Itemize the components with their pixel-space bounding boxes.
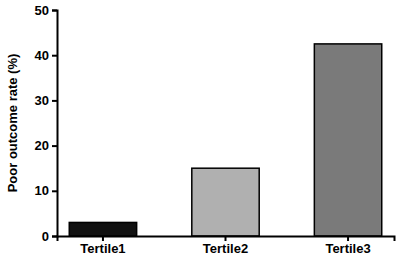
tick-label: 10 [35, 183, 49, 198]
y-axis: 0 10 20 30 40 50 [35, 3, 58, 244]
bar [69, 222, 136, 236]
tick-label: Tertile1 [80, 241, 125, 256]
bar [192, 168, 259, 236]
tick: 40 [35, 48, 57, 63]
tick-mark [52, 236, 57, 238]
tick-mark [52, 100, 57, 102]
chart: 0 10 20 30 40 50 Tertile1 Tertile2 Tertile3 Poor … [0, 0, 400, 266]
tick: Tertile3 [325, 236, 370, 256]
axis-line [52, 11, 58, 237]
x-axis: Tertile1 Tertile2 Tertile3 [58, 236, 395, 256]
tick-label: Tertile3 [325, 241, 370, 256]
tick-label: 0 [42, 229, 49, 244]
tick: 10 [35, 183, 57, 198]
tick-mark [52, 10, 57, 12]
tick-mark [52, 55, 57, 57]
tick-mark [52, 145, 57, 147]
tick-mark [52, 190, 57, 192]
bar [314, 44, 381, 236]
tick-label: 30 [35, 93, 49, 108]
tick: 30 [35, 93, 57, 108]
y-axis-title: Poor outcome rate (%) [5, 54, 20, 193]
bars [69, 44, 381, 236]
tick: 20 [35, 138, 57, 153]
tick: 50 [35, 3, 57, 18]
tick: 0 [42, 229, 57, 244]
tick-label: 20 [35, 138, 49, 153]
tick-label: 40 [35, 48, 49, 63]
tick-label: Tertile2 [203, 241, 248, 256]
tick: Tertile2 [203, 236, 248, 256]
tick: Tertile1 [80, 236, 125, 256]
tick-label: 50 [35, 3, 49, 18]
